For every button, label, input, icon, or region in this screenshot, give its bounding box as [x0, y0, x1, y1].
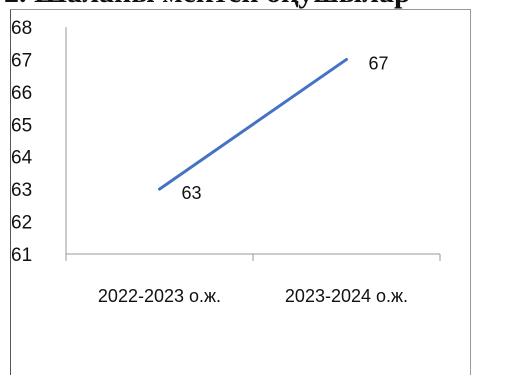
series-line	[158, 57, 348, 191]
y-tick-label: 67	[11, 50, 32, 71]
data-labels: 63 67	[182, 53, 389, 203]
y-tick-label: 61	[11, 245, 32, 266]
data-label: 67	[369, 53, 389, 73]
chart-frame	[10, 9, 471, 375]
y-tick-label: 62	[11, 213, 32, 234]
y-tick-label: 65	[11, 115, 32, 136]
x-category-label: 2023-2024 о.ж.	[285, 286, 408, 306]
y-tick-label: 68	[11, 18, 32, 39]
series-group	[158, 57, 348, 191]
y-tick-labels: 61 62 63 64 65 66 67 68	[11, 18, 33, 266]
y-tick-label: 66	[11, 83, 32, 104]
x-tick-marks	[65, 254, 441, 261]
x-category-labels: 2022-2023 о.ж. 2023-2024 о.ж.	[98, 286, 408, 306]
page-title-partial: 2. Шаланы мектеп оқушылар	[4, 0, 411, 8]
data-label: 63	[182, 183, 202, 203]
y-tick-label: 63	[11, 180, 32, 201]
y-tick-label: 64	[11, 148, 33, 169]
x-category-label: 2022-2023 о.ж.	[98, 286, 221, 306]
